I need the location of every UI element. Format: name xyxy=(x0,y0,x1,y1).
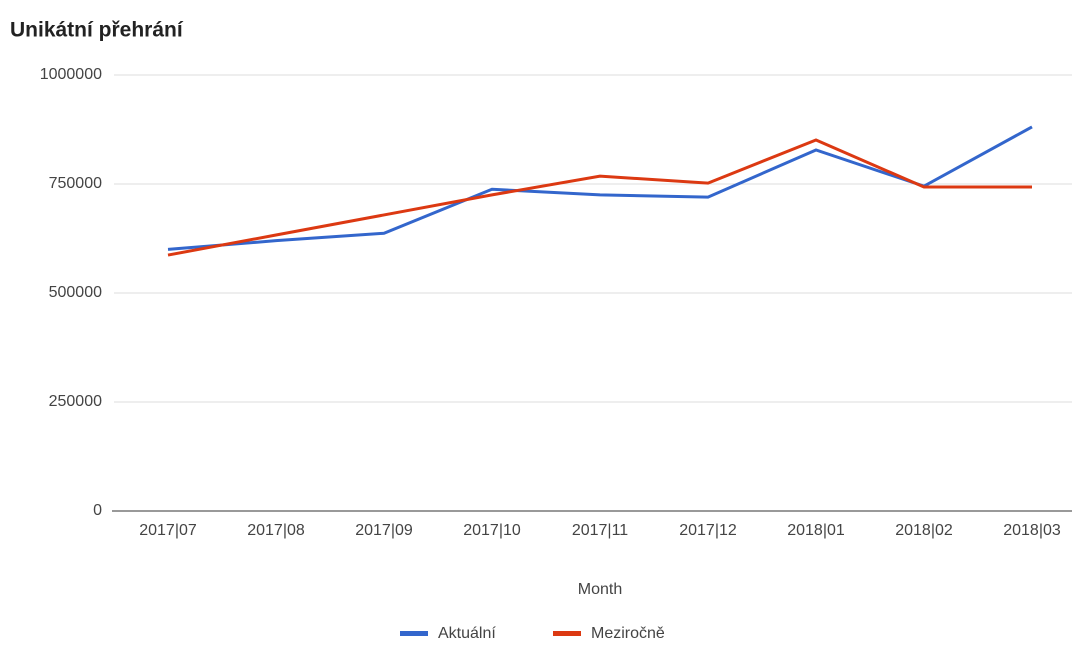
y-tick-label: 0 xyxy=(93,502,102,519)
x-tick-label: 2018|01 xyxy=(787,522,845,539)
x-tick-label: 2017|08 xyxy=(247,522,305,539)
series-line xyxy=(167,138,1032,257)
x-tick-label: 2017|11 xyxy=(572,522,628,539)
legend-label: Aktuální xyxy=(438,625,496,642)
chart-title: Unikátní přehrání xyxy=(10,19,184,42)
series-line xyxy=(167,125,1033,251)
x-tick-label: 2017|09 xyxy=(355,522,413,539)
x-tick-label: 2017|10 xyxy=(463,522,521,539)
y-tick-label: 1000000 xyxy=(40,66,102,83)
legend-swatch xyxy=(400,631,428,636)
x-tick-label: 2017|12 xyxy=(679,522,737,539)
legend-swatch xyxy=(553,631,581,636)
legend-label: Meziročně xyxy=(591,625,665,642)
y-tick-label: 250000 xyxy=(49,393,102,410)
y-tick-label: 500000 xyxy=(49,284,102,301)
x-tick-label: 2018|03 xyxy=(1003,522,1061,539)
x-axis-title: Month xyxy=(578,581,622,598)
x-tick-label: 2017|07 xyxy=(139,522,197,539)
y-tick-label: 750000 xyxy=(49,175,102,192)
x-tick-label: 2018|02 xyxy=(895,522,953,539)
